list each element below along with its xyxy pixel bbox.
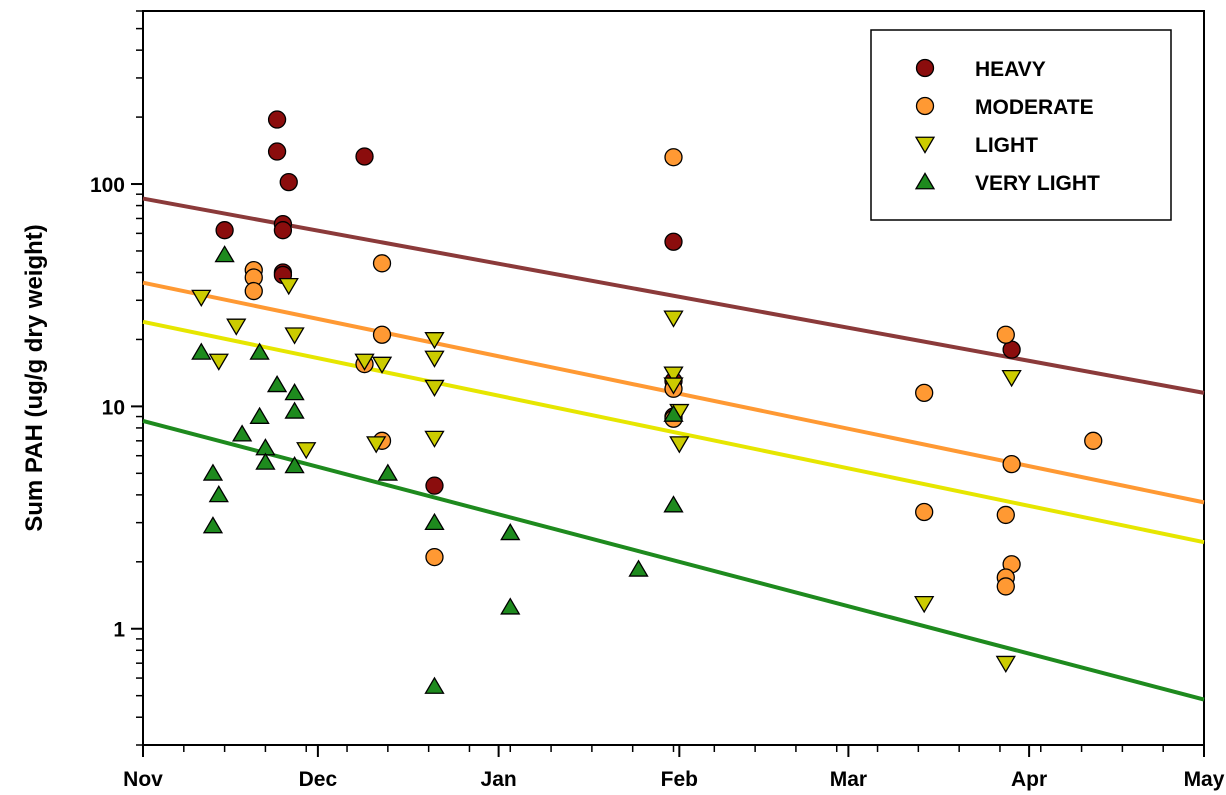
series-very-light <box>191 245 684 694</box>
data-point <box>500 522 521 541</box>
x-tick-label: Feb <box>661 768 698 791</box>
data-point <box>354 353 375 371</box>
data-point <box>208 353 229 371</box>
data-point <box>255 452 276 470</box>
x-tick-label: Jan <box>481 768 517 791</box>
trend-line-heavy <box>142 196 1205 395</box>
data-point <box>424 430 445 448</box>
data-point <box>915 502 934 522</box>
y-tick-label: 10 <box>102 396 125 419</box>
data-point <box>424 676 445 694</box>
y-axis: 1 10 100 <box>90 10 143 746</box>
legend: HEAVY MODERATE LIGHT VERY LIGHT <box>870 29 1172 221</box>
data-point <box>424 350 445 368</box>
data-point <box>366 436 387 454</box>
data-point <box>425 476 444 495</box>
data-point <box>372 325 392 344</box>
x-tick-label: Dec <box>299 768 338 791</box>
data-point <box>914 595 935 614</box>
legend-marker <box>914 172 936 190</box>
data-point <box>628 559 649 577</box>
data-point <box>663 377 684 395</box>
data-point <box>425 547 444 567</box>
data-point <box>273 221 293 240</box>
trend-line-light <box>142 319 1205 545</box>
data-point <box>377 463 398 481</box>
data-point <box>372 254 392 273</box>
trend-lines <box>142 196 1205 702</box>
data-point <box>996 505 1015 525</box>
series-heavy <box>215 110 1021 495</box>
legend-item-heavy: HEAVY <box>915 58 1046 81</box>
data-point <box>355 147 374 166</box>
data-point <box>202 463 224 481</box>
data-point <box>663 310 684 328</box>
data-point <box>249 406 270 424</box>
data-point <box>191 289 212 307</box>
data-point <box>424 512 445 531</box>
data-point <box>284 456 305 474</box>
data-point <box>191 342 212 360</box>
data-point <box>1084 431 1103 450</box>
data-point <box>284 383 305 401</box>
data-point <box>208 485 229 503</box>
data-point <box>215 221 234 240</box>
data-point <box>266 375 288 393</box>
data-point <box>664 232 683 251</box>
data-point <box>663 366 684 384</box>
data-point <box>249 342 270 360</box>
legend-item-moderate: MODERATE <box>915 96 1094 119</box>
legend-marker <box>915 96 935 116</box>
data-point <box>1001 370 1022 388</box>
legend-label: LIGHT <box>975 134 1038 157</box>
y-axis-title: Sum PAH (ug/g dry weight) <box>21 224 48 532</box>
legend-label: VERY LIGHT <box>975 172 1100 195</box>
legend-item-light: LIGHT <box>914 134 1038 157</box>
data-point <box>915 383 934 403</box>
data-point <box>995 655 1016 674</box>
data-point <box>284 401 305 419</box>
data-point <box>996 325 1015 344</box>
legend-label: MODERATE <box>975 96 1094 119</box>
trend-line-very-light <box>142 419 1205 702</box>
legend-marker <box>915 58 935 78</box>
data-point <box>231 424 253 442</box>
data-point <box>214 245 235 263</box>
data-point <box>278 278 299 296</box>
legend-label: HEAVY <box>975 58 1046 81</box>
series-light <box>191 278 1022 674</box>
data-point <box>500 597 521 615</box>
data-point <box>255 438 276 456</box>
data-point <box>663 404 684 422</box>
data-point <box>267 142 287 161</box>
x-axis: Nov Dec Jan Feb Mar Apr May <box>123 745 1225 791</box>
data-points <box>191 110 1103 694</box>
data-point <box>284 327 305 345</box>
data-point <box>279 172 298 192</box>
y-tick-label: 100 <box>90 174 125 197</box>
legend-item-very-light: VERY LIGHT <box>914 172 1100 195</box>
data-point <box>664 148 683 167</box>
y-tick-label: 1 <box>113 619 125 642</box>
data-point <box>267 110 287 129</box>
data-point <box>226 318 247 336</box>
data-point <box>669 436 690 454</box>
data-point <box>424 332 445 350</box>
legend-marker <box>914 136 936 154</box>
x-tick-label: May <box>1184 768 1225 791</box>
data-point <box>202 516 224 534</box>
data-point <box>371 356 393 374</box>
x-tick-label: Mar <box>830 768 867 791</box>
data-point <box>1002 454 1021 474</box>
data-point <box>296 442 317 460</box>
data-point <box>244 281 263 301</box>
x-tick-label: Nov <box>123 768 163 791</box>
data-point <box>424 379 445 398</box>
data-point <box>663 495 684 513</box>
x-tick-label: Apr <box>1011 768 1047 791</box>
data-point <box>996 577 1015 596</box>
